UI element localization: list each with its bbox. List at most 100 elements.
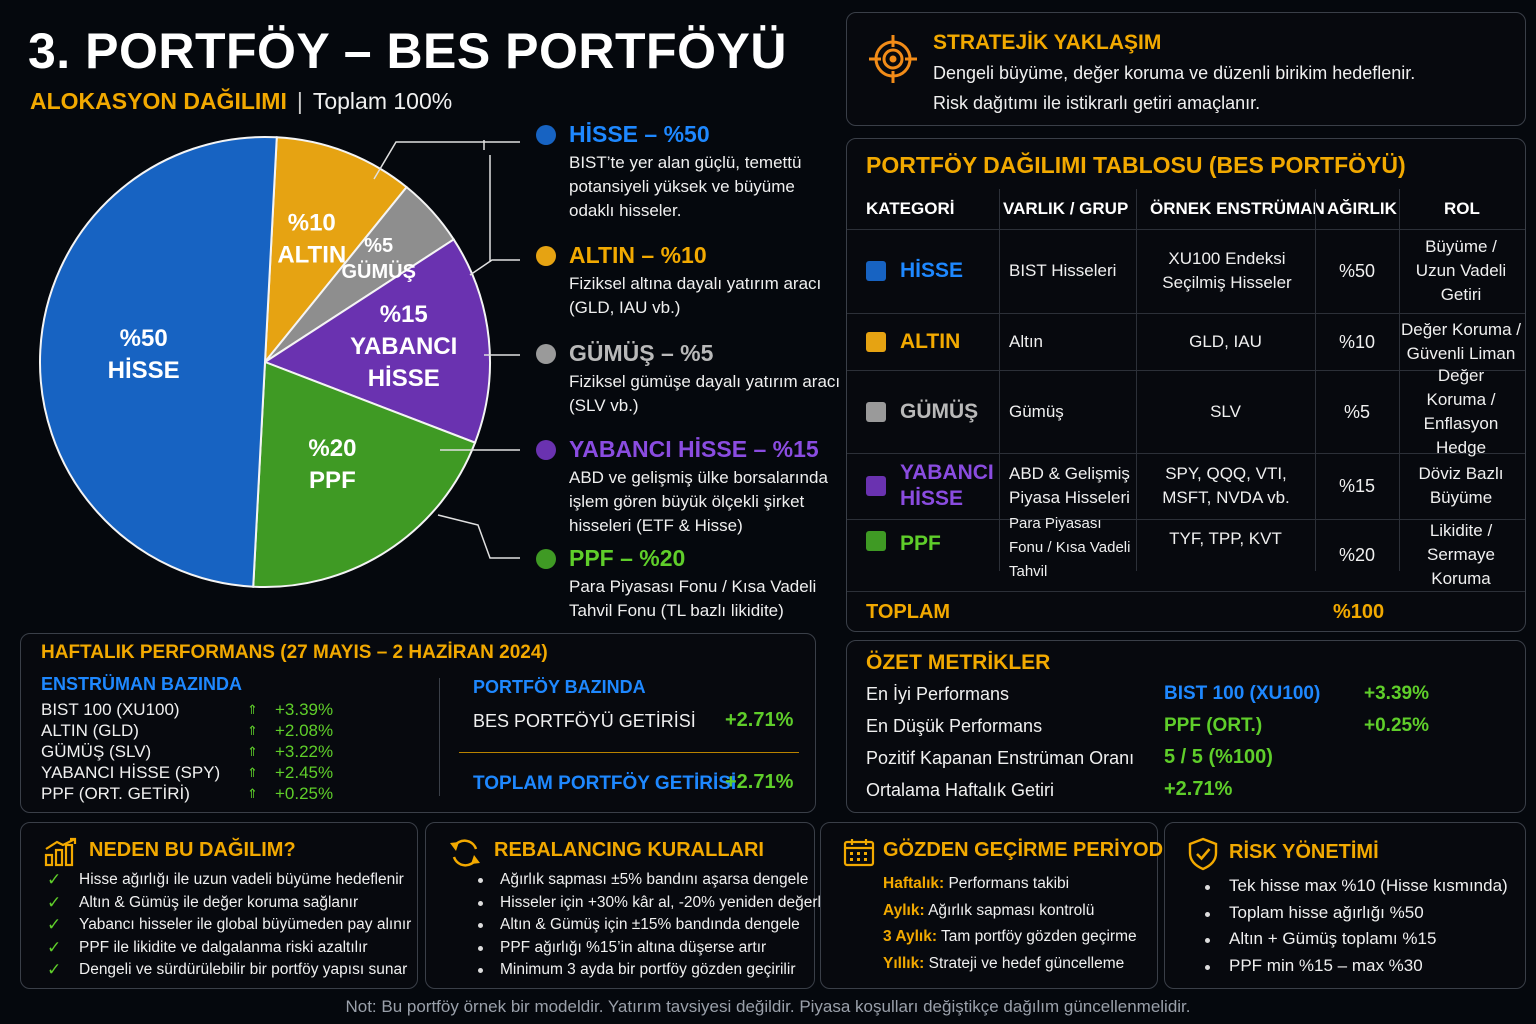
list-item: Haftalık: Performans takibi	[883, 875, 1070, 892]
pie-slice-0	[263, 136, 409, 366]
strategy-panel: STRATEJİK YAKLAŞIM Dengeli büyüme, değer…	[846, 12, 1526, 126]
metric-label: En Düşük Performans	[866, 716, 1043, 736]
pie-slice-label: HİSSE	[368, 365, 440, 392]
total-return-value: +2.71%	[725, 771, 794, 793]
instrument-name: ALTIN (GLD)	[41, 721, 139, 740]
bar-chart-icon	[44, 837, 77, 867]
legend-desc: ABD ve gelişmiş ülke borsalarında işlem …	[569, 468, 828, 535]
list-item: ✓ Altın & Gümüş ile değer koruma sağlanır	[47, 892, 359, 912]
pie-slice-label: PPF	[309, 467, 356, 494]
metric-value: +2.71%	[1164, 778, 1233, 800]
pie-slice-label: %20	[308, 435, 356, 462]
instrument-name: GÜMÜŞ (SLV)	[41, 742, 152, 761]
example-cell: SPY, QQQ, VTI, MSFT, NVDA vb.	[1162, 464, 1290, 507]
pie-slice-label: %10	[288, 210, 336, 237]
calendar-icon	[843, 839, 875, 867]
instrument-name: YABANCI HİSSE (SPY)	[41, 763, 221, 782]
example-cell: SLV	[1210, 401, 1241, 421]
rebalancing-panel: REBALANCING KURALLARI Ağırlık sapması ±5…	[425, 822, 855, 989]
weight-cell: %15	[1338, 476, 1376, 496]
category-swatch	[866, 401, 886, 422]
why-title: NEDEN BU DAĞILIM?	[89, 839, 296, 861]
category-name: HİSSE	[900, 259, 964, 282]
metric-value-secondary: +3.39%	[1364, 683, 1429, 704]
subtitle-separator: |	[296, 88, 303, 114]
metrics-title: ÖZET METRİKLER	[866, 651, 1051, 674]
list-item: ✓ Dengeli ve sürdürülebilir bir portföy y…	[47, 960, 408, 979]
portfolio-section-title: PORTFÖY BAZINDA	[473, 677, 646, 697]
table-title: PORTFÖY DAĞILIMI TABLOSU (BES PORTFÖYÜ)	[866, 152, 1406, 178]
list-item: ✓ Hisse ağırlığı ile uzun vadeli büyüme h…	[47, 870, 404, 889]
category-name: GÜMÜŞ	[900, 399, 979, 423]
rebalancing-title: REBALANCING KURALLARI	[494, 839, 764, 861]
legend-dot-hisse	[536, 125, 556, 145]
list-item: Altın + Gümüş toplamı %15	[1175, 928, 1508, 955]
role-cell: Döviz Bazlı Büyüme	[1418, 464, 1504, 507]
metric-value: PPF (ORT.)	[1164, 715, 1263, 736]
table-total-value: %100	[1333, 601, 1385, 623]
instrument-section-title: ENSTRÜMAN BAZINDA	[41, 674, 242, 694]
legend-dot-yabanci	[536, 440, 556, 460]
role-cell: Büyüme / Uzun Vadeli Getiri	[1415, 237, 1507, 304]
legend-desc: BIST’te yer alan güçlü, temettü potansiy…	[569, 153, 802, 220]
table-header: ROL	[1444, 199, 1480, 218]
list-item: Minimum 3 ayda bir portföy gözden geçiri…	[452, 959, 855, 982]
bes-return-label: BES PORTFÖYÜ GETİRİSİ	[473, 711, 696, 731]
group-cell: BIST Hisseleri	[1009, 261, 1117, 280]
role-cell: Değer Koruma / Güvenli Liman	[1401, 319, 1521, 363]
metric-value-secondary: +0.25%	[1364, 715, 1429, 736]
risk-title: RİSK YÖNETİMİ	[1229, 841, 1379, 863]
subtitle-total: Toplam 100%	[312, 88, 453, 114]
why-list: ✓ Hisse ağırlığı ile uzun vadeli büyüme h…	[47, 869, 411, 982]
weight-cell: %50	[1338, 261, 1376, 281]
group-cell: Gümüş	[1009, 401, 1064, 421]
list-item: ✓ Yabancı hisseler ile global büyümeden p…	[47, 915, 412, 934]
metric-value: BIST 100 (XU100)	[1164, 683, 1321, 704]
divider	[459, 752, 799, 753]
legend-title: PPF – %20	[569, 545, 686, 571]
pie-slice-label: HİSSE	[108, 357, 180, 384]
strategy-text: Dengeli büyüme, değer koruma ve düzenli …	[933, 63, 1416, 83]
refresh-icon	[450, 839, 480, 867]
group-cell: Altın	[1009, 331, 1044, 351]
table-header: ÖRNEK ENSTRÜMAN	[1150, 199, 1325, 218]
pie-slice-3	[252, 360, 477, 588]
list-item: Aylık: Ağırlık sapması kontrolü	[883, 901, 1095, 919]
metric-label: Pozitif Kapanan Enstrüman Oranı	[866, 748, 1135, 768]
legend-title: ALTIN – %10	[569, 242, 707, 268]
weight-cell: %20	[1338, 545, 1376, 565]
page-title: 3. PORTFÖY – BES PORTFÖYÜ	[28, 23, 787, 79]
table-total-label: TOPLAM	[866, 601, 951, 623]
up-arrow-icon: ⇑	[247, 744, 258, 759]
review-title: GÖZDEN GEÇİRME PERİYODU	[883, 839, 1178, 861]
list-item: Tek hisse max %10 (Hisse kısmında)	[1175, 875, 1508, 902]
up-arrow-icon: ⇑	[247, 786, 258, 801]
list-item: Toplam hisse ağırlığı %50	[1175, 902, 1508, 929]
total-return-label: TOPLAM PORTFÖY GETİRİSİ	[473, 773, 737, 794]
instrument-name: PPF (ORT. GETİRİ)	[41, 784, 190, 803]
category-name: YABANCI HİSSE	[900, 461, 994, 510]
legend-dot-altin	[536, 246, 556, 266]
weekly-title: HAFTALIK PERFORMANS (27 MAYIS – 2 HAZİRA…	[41, 642, 548, 663]
table-header: VARLIK / GRUP	[1003, 199, 1129, 218]
pie-slice-label: ALTIN	[277, 242, 346, 269]
up-arrow-icon: ⇑	[247, 702, 258, 717]
weekly-performance-panel: HAFTALIK PERFORMANS (27 MAYIS – 2 HAZİRA…	[20, 633, 816, 813]
pie-slice-label: %5	[364, 235, 393, 257]
rebalancing-list: Ağırlık sapması ±5% bandını aşarsa denge…	[452, 869, 855, 982]
instrument-value: +3.22%	[275, 742, 334, 761]
metric-label: Ortalama Haftalık Getiri	[866, 780, 1055, 800]
legend-desc: Fiziksel altına dayalı yatırım aracı (GL…	[569, 274, 822, 317]
list-item: 3 Aylık: Tam portföy gözden geçirme	[883, 928, 1137, 945]
risk-list: Tek hisse max %10 (Hisse kısmında) Topla…	[1175, 875, 1508, 981]
legend-dot-ppf	[536, 549, 556, 569]
role-cell: Likidite / Sermaye Koruma	[1426, 521, 1496, 588]
metric-value: 5 / 5 (%100)	[1164, 746, 1273, 768]
category-swatch	[866, 531, 886, 551]
weight-cell: %5	[1343, 401, 1370, 422]
connector-hisse	[373, 141, 520, 180]
legend-dot-gumus	[536, 344, 556, 364]
bes-return-value: +2.71%	[725, 709, 794, 731]
role-cell: Değer Koruma / Enflasyon Hedge	[1423, 365, 1499, 457]
legend-desc: Fiziksel gümüşe dayalı yatırım aracı (SL…	[569, 372, 841, 415]
